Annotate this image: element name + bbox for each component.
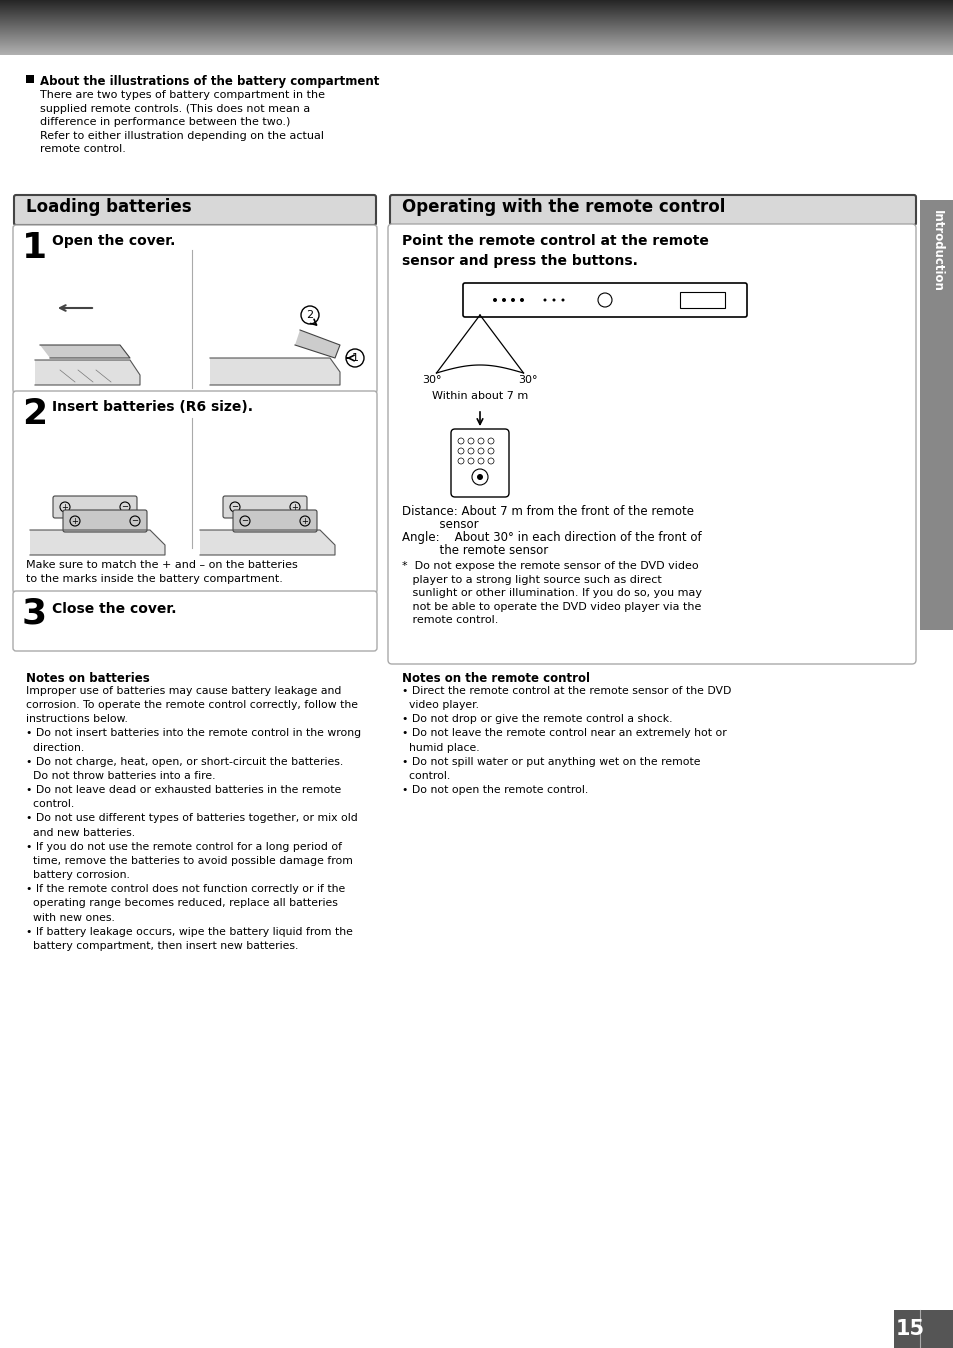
Text: −: − <box>241 516 248 526</box>
FancyBboxPatch shape <box>233 510 316 532</box>
Text: *  Do not expose the remote sensor of the DVD video
   player to a strong light : * Do not expose the remote sensor of the… <box>401 561 701 625</box>
Text: Improper use of batteries may cause battery leakage and
corrosion. To operate th: Improper use of batteries may cause batt… <box>26 686 361 950</box>
Text: −: − <box>132 516 138 526</box>
Bar <box>679 293 724 307</box>
Text: 2: 2 <box>22 398 47 431</box>
Text: Notes on batteries: Notes on batteries <box>26 673 150 685</box>
Text: There are two types of battery compartment in the
supplied remote controls. (Thi: There are two types of battery compartme… <box>40 90 325 155</box>
Bar <box>919 200 953 630</box>
FancyBboxPatch shape <box>14 195 375 225</box>
Circle shape <box>552 298 555 302</box>
Text: Close the cover.: Close the cover. <box>52 603 176 616</box>
Text: 1: 1 <box>22 231 47 266</box>
FancyBboxPatch shape <box>451 429 509 497</box>
Text: Make sure to match the + and – on the batteries
to the marks inside the battery : Make sure to match the + and – on the ba… <box>26 559 297 584</box>
Polygon shape <box>200 530 335 555</box>
Text: Introduction: Introduction <box>929 210 943 293</box>
FancyBboxPatch shape <box>53 496 137 518</box>
FancyBboxPatch shape <box>462 283 746 317</box>
Bar <box>26 75 34 84</box>
Text: Point the remote control at the remote
sensor and press the buttons.: Point the remote control at the remote s… <box>401 235 708 267</box>
Circle shape <box>501 298 505 302</box>
FancyBboxPatch shape <box>63 510 147 532</box>
Text: −: − <box>232 503 238 511</box>
Text: Operating with the remote control: Operating with the remote control <box>401 198 724 216</box>
Polygon shape <box>40 345 130 359</box>
Text: 2: 2 <box>306 310 314 319</box>
Text: Notes on the remote control: Notes on the remote control <box>401 673 589 685</box>
Text: 1: 1 <box>351 353 358 363</box>
Circle shape <box>561 298 564 302</box>
Text: Within about 7 m: Within about 7 m <box>432 391 528 400</box>
Polygon shape <box>294 330 339 359</box>
FancyBboxPatch shape <box>223 496 307 518</box>
Text: Loading batteries: Loading batteries <box>26 198 192 216</box>
Text: Open the cover.: Open the cover. <box>52 235 175 248</box>
Polygon shape <box>35 360 140 386</box>
Text: −: − <box>121 503 129 511</box>
FancyBboxPatch shape <box>390 195 915 225</box>
Text: the remote sensor: the remote sensor <box>401 545 548 557</box>
Text: • Direct the remote control at the remote sensor of the DVD
  video player.
• Do: • Direct the remote control at the remot… <box>401 686 731 795</box>
Circle shape <box>511 298 515 302</box>
Polygon shape <box>30 530 165 555</box>
Text: Angle:    About 30° in each direction of the front of: Angle: About 30° in each direction of th… <box>401 531 700 545</box>
Text: +: + <box>62 503 69 511</box>
Text: +: + <box>301 516 308 526</box>
Bar <box>893 1310 953 1348</box>
Text: 30°: 30° <box>518 375 537 386</box>
Text: 15: 15 <box>895 1318 923 1339</box>
Text: sensor: sensor <box>401 518 478 531</box>
FancyBboxPatch shape <box>13 590 376 651</box>
Circle shape <box>543 298 546 302</box>
Text: 3: 3 <box>22 597 47 631</box>
Polygon shape <box>210 359 339 386</box>
Text: +: + <box>71 516 78 526</box>
Circle shape <box>493 298 497 302</box>
FancyBboxPatch shape <box>13 391 376 593</box>
Text: 30°: 30° <box>421 375 441 386</box>
Text: About the illustrations of the battery compartment: About the illustrations of the battery c… <box>40 75 379 88</box>
Text: Distance: About 7 m from the front of the remote: Distance: About 7 m from the front of th… <box>401 506 693 518</box>
Text: +: + <box>292 503 298 511</box>
Circle shape <box>519 298 523 302</box>
FancyBboxPatch shape <box>13 225 376 394</box>
Circle shape <box>476 474 482 480</box>
Text: Insert batteries (R6 size).: Insert batteries (R6 size). <box>52 400 253 414</box>
FancyBboxPatch shape <box>388 224 915 665</box>
